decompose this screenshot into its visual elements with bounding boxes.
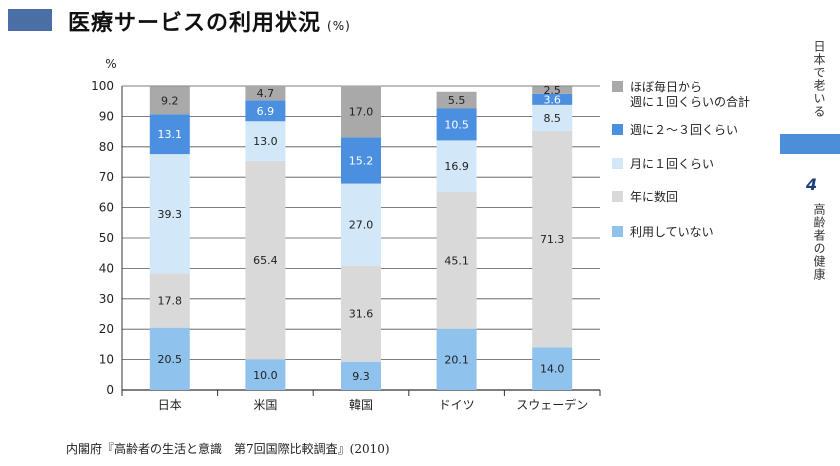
bar-segment (341, 183, 381, 266)
data-label: 3.6 (543, 93, 561, 106)
chapter-number: 4 (806, 175, 818, 194)
data-label: 4.7 (257, 87, 275, 100)
bar-segment (149, 154, 190, 274)
bar-segment (245, 359, 286, 390)
y-tick-label: 60 (99, 201, 114, 215)
y-tick-label: 0 (106, 383, 114, 397)
title-accent-block (8, 9, 52, 31)
legend-label: 利用していない (630, 225, 714, 239)
legend-swatch (612, 191, 623, 202)
bar-segment (245, 86, 286, 101)
y-tick-label: 50 (99, 231, 114, 245)
data-label: 2.5 (543, 84, 561, 97)
bar-segment (532, 104, 573, 131)
bar-segment (532, 347, 573, 390)
data-label: 45.1 (444, 254, 469, 267)
y-tick-label: 10 (99, 353, 114, 367)
bar-segment (436, 140, 477, 192)
y-tick-label: 100 (91, 79, 114, 93)
title-text: 医療サービスの利用状況 (68, 11, 322, 36)
legend-label: 年に数回 (630, 189, 678, 204)
section-marker-band (780, 134, 840, 154)
bar-segment (436, 91, 477, 109)
data-label: 10.5 (444, 118, 469, 131)
bar-segment (532, 86, 573, 94)
bar-segment (532, 93, 573, 105)
data-label: 8.5 (543, 112, 561, 125)
bar-segment (532, 130, 573, 348)
data-label: 10.0 (253, 369, 278, 382)
y-tick-label: 90 (99, 109, 114, 123)
legend-swatch (612, 158, 623, 169)
x-tick-label: 日本 (158, 398, 182, 412)
data-label: 39.3 (158, 208, 183, 221)
data-label: 20.1 (444, 353, 469, 366)
data-label: 31.6 (349, 308, 374, 321)
bar-segment (245, 160, 286, 360)
data-label: 15.2 (349, 154, 374, 167)
y-tick-label: 40 (99, 261, 114, 275)
data-label: 5.5 (448, 94, 466, 107)
x-tick-label: 韓国 (349, 398, 373, 412)
bar-segment (436, 108, 477, 141)
x-tick-label: スウェーデン (516, 397, 588, 412)
bar-segment (149, 273, 190, 328)
bar-segment (149, 327, 190, 390)
y-tick-label: 70 (99, 170, 114, 184)
chapter-label: 高齢者の健康 (812, 203, 826, 281)
data-label: 6.9 (257, 105, 275, 118)
stacked-bar-chart: % 0 10 20 30 40 50 60 70 80 90 100 20.5 17.8 39.3 13.1 9… (91, 57, 750, 412)
data-label: 13.1 (158, 128, 183, 141)
legend-label: 週に２〜３回くらい (630, 123, 738, 137)
bar-segment (149, 114, 190, 155)
bar-segment (436, 328, 477, 390)
data-label: 20.5 (158, 353, 183, 366)
bar-segment (436, 191, 477, 329)
x-tick-label: 米国 (253, 398, 277, 412)
data-label: 17.0 (349, 106, 374, 119)
y-tick-label: 80 (99, 140, 114, 154)
legend-swatch (612, 226, 623, 237)
bar-segment (149, 86, 190, 115)
legend-swatch (612, 81, 623, 92)
bar-segment (245, 100, 286, 122)
bar-segment (341, 265, 381, 362)
data-label: 65.4 (253, 254, 278, 267)
data-label: 9.2 (161, 94, 179, 107)
data-label: 16.9 (444, 160, 469, 173)
source-note: 内閣府『高齢者の生活と意識 第7回国際比較調査』(2010) (66, 442, 390, 456)
data-label: 17.8 (158, 295, 183, 308)
bar-segment (341, 85, 381, 138)
legend-swatch (612, 124, 623, 135)
page-title: 医療サービスの利用状況 (%) (68, 5, 351, 37)
bar-segment (245, 121, 286, 161)
y-tick-label: 30 (99, 292, 114, 306)
data-label: 71.3 (540, 233, 565, 246)
x-tick-label: ドイツ (439, 398, 475, 412)
title-unit: (%) (327, 19, 351, 33)
legend-label: 月に１回くらい (630, 157, 714, 171)
data-label: 9.3 (352, 370, 370, 383)
y-tick-label: 20 (99, 322, 114, 336)
data-label: 13.0 (253, 135, 278, 148)
y-axis-unit: % (105, 57, 116, 71)
legend-label: ほぼ毎日から (630, 79, 702, 94)
data-label: 14.0 (540, 363, 565, 376)
data-label: 27.0 (349, 219, 374, 232)
legend-label: 週に１回くらいの合計 (630, 94, 750, 109)
bar-segment (341, 137, 381, 184)
bar-segment (341, 361, 381, 390)
section-label-top: 日本で老いる (812, 40, 826, 118)
